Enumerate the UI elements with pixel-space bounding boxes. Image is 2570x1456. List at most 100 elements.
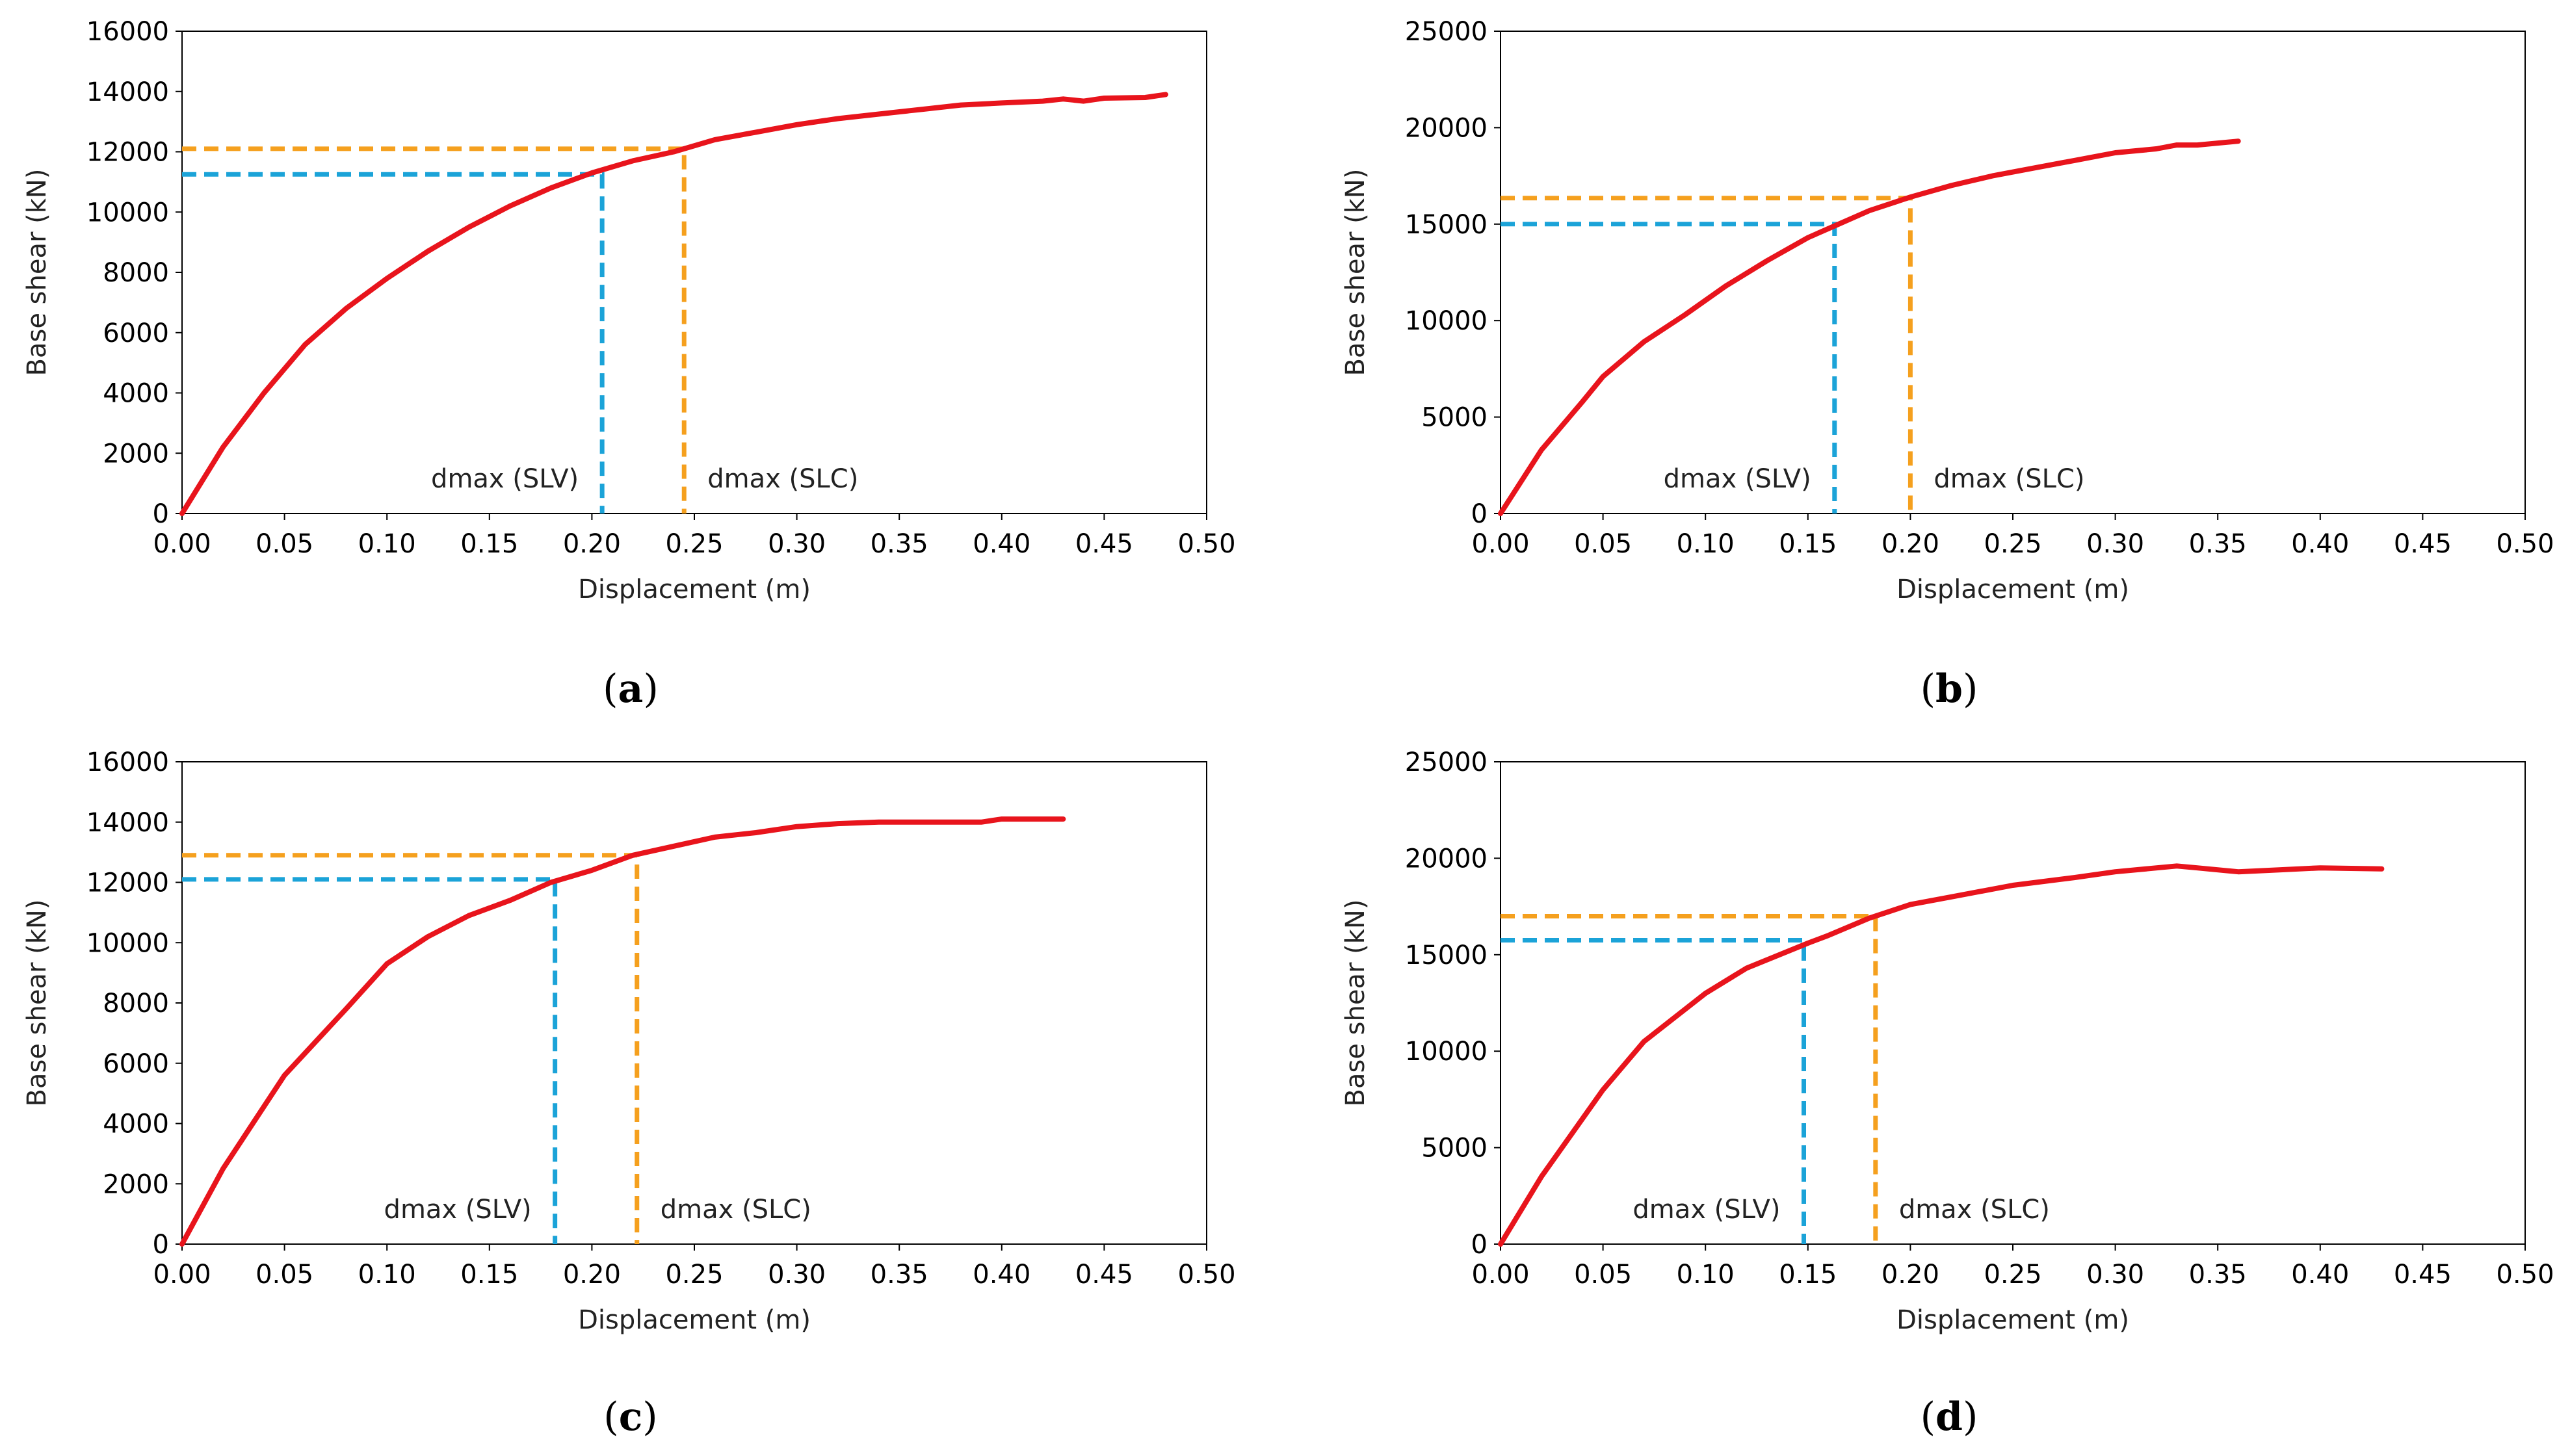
- y-tick-label: 0: [153, 1230, 169, 1260]
- x-axis-title: Displacement (m): [578, 1305, 811, 1335]
- marker-dashed-line: [182, 877, 558, 1244]
- x-tick-label: 0.20: [1882, 1260, 1939, 1290]
- plot-frame: [1500, 31, 2526, 514]
- chart-panel-d: 0 5000 10000 15000 20000 25000 0.00 0.05 0.10 0.1…: [1341, 748, 2554, 1440]
- y-tick-label: 0: [153, 499, 169, 529]
- x-axis-title: Displacement (m): [1896, 575, 2129, 604]
- y-tick-label: 14000: [86, 77, 169, 107]
- panel-caption-letter: b: [1935, 666, 1963, 712]
- x-tick-label: 0.00: [1471, 529, 1529, 559]
- x-tick-label: 0.15: [460, 1260, 518, 1290]
- label-dmax-slv: dmax (SLV): [1664, 464, 1811, 494]
- y-tick-label: 5000: [1421, 1134, 1488, 1164]
- y-tick-label: 20000: [1405, 113, 1488, 143]
- y-tick-label: 25000: [1405, 17, 1488, 47]
- x-tick-label: 0.15: [1779, 529, 1837, 559]
- x-axis-title: Displacement (m): [578, 575, 811, 604]
- chart-panel-c: 0 2000 4000 6000 8000 10000 12000 14000 16000 0.0…: [22, 748, 1236, 1440]
- chart-panel-b: 0 5000 10000 15000 20000 25000 0.00 0.05 0.10 0.1…: [1341, 17, 2554, 712]
- x-tick-label: 0.40: [973, 529, 1030, 559]
- x-tick-label: 0.45: [2394, 529, 2452, 559]
- y-axis-title: Base shear (kN): [22, 169, 52, 376]
- x-tick-label: 0.45: [1075, 529, 1133, 559]
- pushover-curve: [179, 816, 1066, 1247]
- x-tick-label: 0.00: [153, 529, 211, 559]
- y-tick-label: 5000: [1421, 403, 1488, 433]
- x-tick-label: 0.50: [2496, 529, 2554, 559]
- plot-frame: [1500, 761, 2526, 1245]
- y-tick-label: 16000: [86, 748, 169, 777]
- x-tick-label: 0.10: [1677, 1260, 1735, 1290]
- y-tick-label: 8000: [103, 258, 169, 288]
- x-tick-label: 0.05: [256, 1260, 313, 1290]
- label-dmax-slv: dmax (SLV): [431, 464, 579, 494]
- y-tick-label: 12000: [86, 868, 169, 898]
- label-dmax-slc: dmax (SLC): [661, 1195, 811, 1225]
- y-tick-label: 25000: [1405, 748, 1488, 777]
- y-tick-label: 16000: [86, 17, 169, 47]
- panel-caption-letter: a: [618, 666, 644, 712]
- marker-slc: [182, 853, 640, 1244]
- y-tick-label: 0: [1471, 1230, 1488, 1260]
- x-tick-label: 0.05: [1574, 1260, 1632, 1290]
- y-tick-label: 4000: [103, 1110, 169, 1139]
- marker-slv: [182, 877, 558, 1244]
- x-tick-label: 0.10: [358, 529, 416, 559]
- x-tick-label: 0.10: [358, 1260, 416, 1290]
- x-tick-label: 0.05: [256, 529, 313, 559]
- plot-frame: [181, 31, 1207, 514]
- y-axis-title: Base shear (kN): [1341, 900, 1370, 1107]
- panel-caption: (b): [1921, 666, 1978, 712]
- x-tick-label: 0.35: [2189, 529, 2247, 559]
- panel-caption: (d): [1921, 1394, 1978, 1440]
- panel-caption-letter: d: [1935, 1394, 1963, 1440]
- y-tick-label: 14000: [86, 808, 169, 838]
- chart-panel-a: 0 2000 4000 6000 8000 10000 12000 14000 16000 0.0…: [22, 17, 1236, 712]
- x-tick-label: 0.40: [2291, 1260, 2349, 1290]
- x-tick-label: 0.15: [1779, 1260, 1837, 1290]
- marker-dashed-line: [182, 172, 605, 514]
- x-tick-label: 0.20: [563, 1260, 621, 1290]
- x-tick-label: 0.30: [2086, 1260, 2144, 1290]
- y-tick-label: 15000: [1405, 941, 1488, 970]
- marker-dashed-line: [182, 853, 640, 1244]
- x-tick-label: 0.10: [1677, 529, 1735, 559]
- y-tick-label: 2000: [103, 439, 169, 469]
- panel-caption-letter: c: [619, 1394, 643, 1440]
- y-tick-label: 2000: [103, 1169, 169, 1199]
- x-tick-label: 0.40: [973, 1260, 1030, 1290]
- label-dmax-slv: dmax (SLV): [384, 1195, 532, 1225]
- x-tick-label: 0.30: [768, 529, 826, 559]
- y-tick-label: 15000: [1405, 210, 1488, 240]
- y-tick-label: 10000: [86, 198, 169, 228]
- y-tick-label: 8000: [103, 989, 169, 1019]
- marker-slv: [182, 172, 605, 514]
- label-dmax-slc: dmax (SLC): [1934, 464, 2084, 494]
- y-tick-label: 20000: [1405, 844, 1488, 874]
- x-tick-label: 0.20: [563, 529, 621, 559]
- label-dmax-slv: dmax (SLV): [1632, 1195, 1780, 1225]
- y-tick-label: 10000: [1405, 306, 1488, 336]
- y-tick-label: 10000: [1405, 1037, 1488, 1067]
- marker-dashed-line: [182, 146, 687, 514]
- x-tick-label: 0.00: [153, 1260, 211, 1290]
- x-tick-label: 0.15: [460, 529, 518, 559]
- x-tick-label: 0.35: [2189, 1260, 2247, 1290]
- x-tick-label: 0.50: [1177, 1260, 1235, 1290]
- y-axis-title: Base shear (kN): [1341, 169, 1370, 376]
- x-tick-label: 0.30: [768, 1260, 826, 1290]
- x-tick-label: 0.20: [1882, 529, 1939, 559]
- x-tick-label: 0.45: [1075, 1260, 1133, 1290]
- x-tick-label: 0.35: [871, 1260, 928, 1290]
- x-tick-label: 0.25: [665, 529, 723, 559]
- panel-caption: (a): [603, 666, 659, 712]
- x-tick-label: 0.40: [2291, 529, 2349, 559]
- x-tick-label: 0.50: [2496, 1260, 2554, 1290]
- plot-frame: [181, 761, 1207, 1245]
- x-tick-label: 0.00: [1471, 1260, 1529, 1290]
- x-tick-label: 0.25: [665, 1260, 723, 1290]
- marker-slv: [1501, 938, 1806, 1244]
- marker-dashed-line: [1501, 938, 1806, 1244]
- pushover-curve: [179, 92, 1168, 516]
- x-tick-label: 0.05: [1574, 529, 1632, 559]
